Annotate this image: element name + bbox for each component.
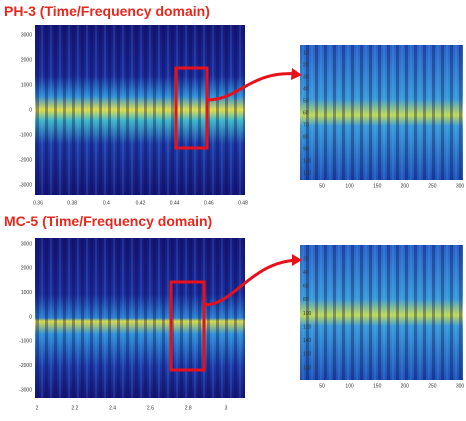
y-tick-label: 110	[303, 170, 311, 176]
y-tick-label: -1000	[19, 339, 32, 345]
y-tick-label: 140	[303, 338, 312, 344]
x-tick-label: 0.46	[204, 200, 214, 206]
x-tick-label: 200	[401, 383, 410, 389]
y-tick-label: 3000	[21, 241, 32, 247]
y-tick-label: 60	[303, 284, 309, 290]
x-tick-label: 250	[428, 183, 437, 189]
y-tick-label: 80	[303, 297, 309, 303]
y-tick-label: 100	[303, 311, 312, 317]
y-tick-label: 1000	[21, 290, 32, 296]
y-tick-label: 80	[303, 134, 309, 140]
y-tick-label: 1000	[21, 82, 32, 88]
y-tick-label: 2000	[21, 57, 32, 63]
spectrogram-texture	[35, 238, 245, 398]
x-tick-label: 100	[345, 383, 354, 389]
y-tick-label: 30	[303, 74, 309, 80]
y-tick-label: 3000	[21, 32, 32, 38]
x-tick-label: 0.42	[136, 200, 146, 206]
x-tick-label: 300	[456, 183, 465, 189]
panel-title: PH-3 (Time/Frequency domain)	[4, 3, 210, 19]
y-tick-label: 0	[29, 314, 32, 320]
arrow	[203, 258, 299, 307]
y-tick-label: 120	[303, 324, 312, 330]
y-tick-label: 40	[303, 270, 309, 276]
y-tick-label: 60	[303, 110, 309, 116]
x-tick-label: 200	[401, 183, 410, 189]
x-tick-label: 150	[373, 183, 382, 189]
x-tick-label: 150	[373, 383, 382, 389]
highlight-box	[174, 66, 209, 150]
x-tick-label: 2	[36, 405, 39, 411]
y-tick-label: 90	[303, 146, 309, 152]
x-tick-label: 0.48	[238, 200, 248, 206]
y-tick-label: 70	[303, 122, 309, 128]
arrow-head	[291, 68, 302, 80]
x-tick-label: 2.6	[147, 405, 154, 411]
y-tick-label: 20	[303, 62, 309, 68]
x-tick-label: 0.38	[67, 200, 77, 206]
y-tick-label: -3000	[19, 182, 32, 188]
panel-title: MC-5 (Time/Frequency domain)	[4, 213, 212, 229]
highlight-box	[169, 280, 206, 372]
y-tick-label: -3000	[19, 387, 32, 393]
x-tick-label: 3	[225, 405, 228, 411]
y-tick-label: 50	[303, 98, 309, 104]
y-tick-label: 180	[303, 365, 312, 371]
arrow-head	[292, 254, 302, 266]
y-tick-label: 100	[303, 158, 312, 164]
y-tick-label: -2000	[19, 157, 32, 163]
x-tick-label: 100	[345, 183, 354, 189]
x-tick-label: 250	[428, 383, 437, 389]
arrow	[206, 72, 299, 102]
spectrogram-texture	[35, 25, 245, 195]
y-tick-label: 40	[303, 86, 309, 92]
y-tick-label: -1000	[19, 132, 32, 138]
x-tick-label: 0.36	[33, 200, 43, 206]
x-tick-label: 2.8	[185, 405, 192, 411]
y-tick-label: 160	[303, 352, 312, 358]
x-tick-label: 2.4	[109, 405, 116, 411]
y-tick-label: -2000	[19, 363, 32, 369]
y-tick-label: 2000	[21, 266, 32, 272]
x-tick-label: 50	[319, 383, 325, 389]
x-tick-label: 0.44	[170, 200, 180, 206]
x-tick-label: 2.2	[71, 405, 78, 411]
zoom-texture	[300, 45, 463, 180]
x-tick-label: 0.4	[103, 200, 110, 206]
y-tick-label: 20	[303, 256, 309, 262]
x-tick-label: 50	[319, 183, 325, 189]
y-tick-label: 0	[29, 107, 32, 113]
y-tick-label: 10	[303, 50, 309, 56]
zoom-texture	[300, 245, 463, 380]
x-tick-label: 300	[456, 383, 465, 389]
